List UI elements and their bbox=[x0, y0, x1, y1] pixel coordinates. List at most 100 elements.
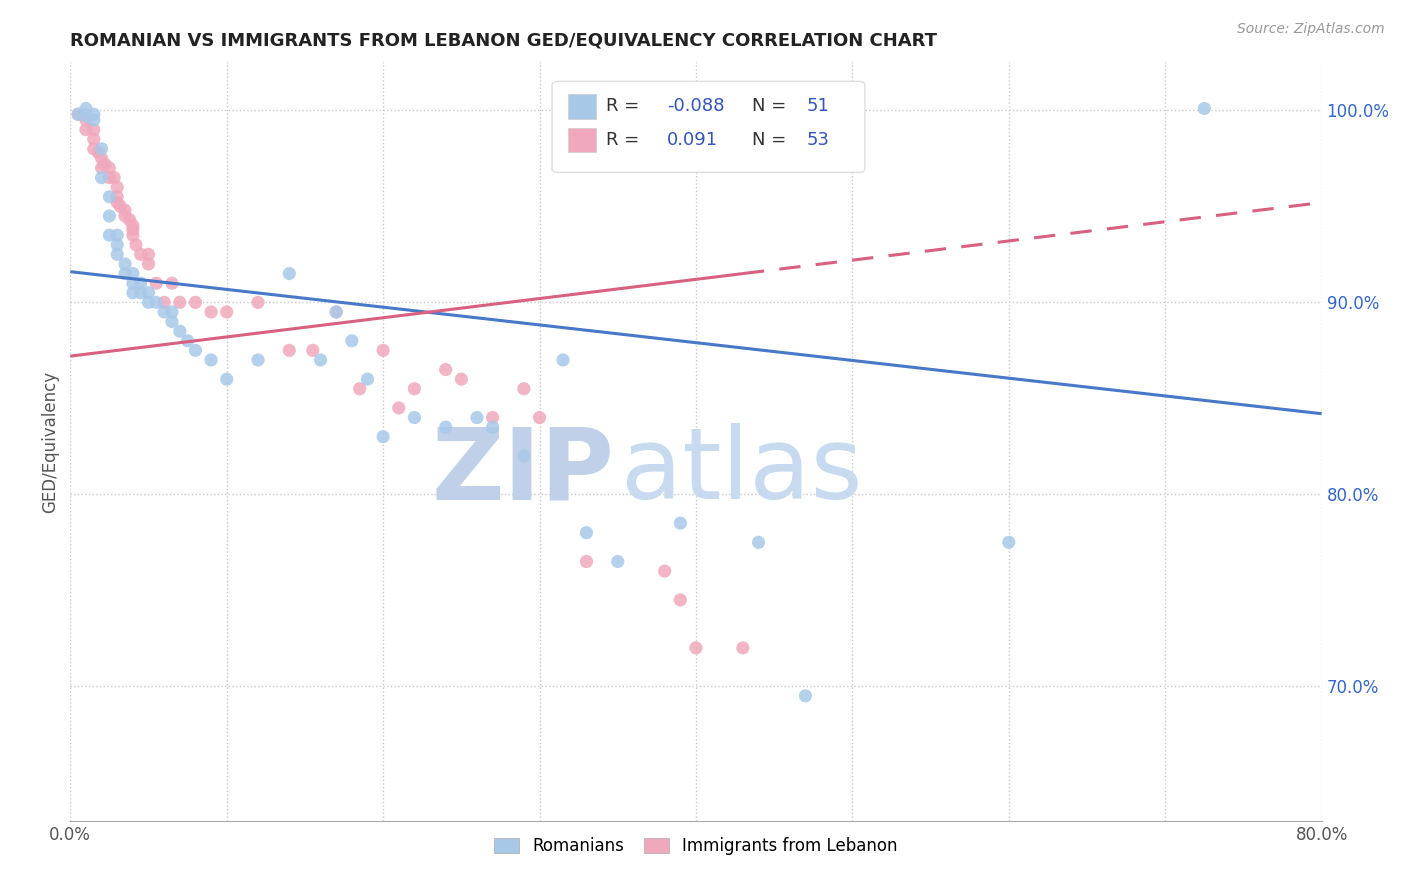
FancyBboxPatch shape bbox=[553, 81, 865, 172]
Point bbox=[98, 228, 121, 243]
Point bbox=[125, 237, 148, 252]
Point bbox=[669, 593, 692, 607]
Point bbox=[114, 203, 136, 218]
Point bbox=[551, 353, 574, 368]
Point bbox=[278, 267, 301, 281]
Point bbox=[83, 107, 105, 121]
Point bbox=[325, 305, 347, 319]
Text: 0.091: 0.091 bbox=[668, 131, 718, 149]
Text: -0.088: -0.088 bbox=[668, 97, 724, 115]
Point bbox=[388, 401, 411, 415]
Point bbox=[278, 343, 301, 358]
Text: atlas: atlas bbox=[621, 424, 862, 520]
Point bbox=[121, 228, 145, 243]
Text: 51: 51 bbox=[806, 97, 830, 115]
Point bbox=[1194, 102, 1216, 116]
Point bbox=[98, 170, 121, 185]
Point bbox=[200, 305, 222, 319]
Text: N =: N = bbox=[752, 97, 792, 115]
Point bbox=[748, 535, 770, 549]
Point bbox=[340, 334, 363, 348]
Point bbox=[513, 382, 536, 396]
Point bbox=[114, 267, 136, 281]
Point bbox=[184, 295, 207, 310]
Point bbox=[105, 190, 128, 204]
Point bbox=[513, 449, 536, 463]
Point bbox=[90, 152, 112, 166]
Point bbox=[105, 237, 128, 252]
Point bbox=[309, 353, 332, 368]
Point bbox=[371, 343, 394, 358]
Point bbox=[153, 295, 176, 310]
Point bbox=[247, 295, 270, 310]
Legend: Romanians, Immigrants from Lebanon: Romanians, Immigrants from Lebanon bbox=[488, 830, 904, 862]
Point bbox=[121, 219, 145, 233]
Point bbox=[129, 247, 152, 261]
Point bbox=[83, 142, 105, 156]
Point bbox=[121, 285, 145, 300]
Point bbox=[404, 382, 426, 396]
Point bbox=[731, 640, 754, 655]
Point bbox=[105, 247, 128, 261]
Point bbox=[200, 353, 222, 368]
Point bbox=[215, 372, 238, 386]
Point bbox=[481, 410, 503, 425]
Point bbox=[83, 132, 105, 146]
Point bbox=[75, 122, 97, 136]
Point bbox=[103, 170, 125, 185]
Point bbox=[114, 257, 136, 271]
Point bbox=[160, 276, 183, 290]
Point bbox=[450, 372, 472, 386]
Point bbox=[465, 410, 488, 425]
Text: R =: R = bbox=[606, 131, 645, 149]
Point bbox=[654, 564, 676, 578]
Point bbox=[481, 420, 503, 434]
Point bbox=[794, 689, 817, 703]
Point bbox=[138, 247, 160, 261]
Point bbox=[349, 382, 371, 396]
FancyBboxPatch shape bbox=[568, 128, 596, 152]
Text: ZIP: ZIP bbox=[432, 424, 614, 520]
Point bbox=[90, 161, 112, 175]
Point bbox=[169, 324, 191, 338]
Point bbox=[105, 180, 128, 194]
Point bbox=[90, 142, 112, 156]
Point bbox=[138, 257, 160, 271]
Point bbox=[606, 554, 628, 568]
Point bbox=[145, 276, 167, 290]
Point bbox=[145, 295, 167, 310]
Point bbox=[685, 640, 707, 655]
Point bbox=[356, 372, 378, 386]
Point bbox=[371, 430, 394, 444]
Y-axis label: GED/Equivalency: GED/Equivalency bbox=[41, 370, 59, 513]
Point bbox=[160, 305, 183, 319]
FancyBboxPatch shape bbox=[568, 95, 596, 119]
Point bbox=[160, 315, 183, 329]
Point bbox=[121, 267, 145, 281]
Point bbox=[169, 295, 191, 310]
Text: N =: N = bbox=[752, 131, 792, 149]
Point bbox=[176, 334, 198, 348]
Point bbox=[105, 195, 128, 210]
Text: Source: ZipAtlas.com: Source: ZipAtlas.com bbox=[1237, 22, 1385, 37]
Text: ROMANIAN VS IMMIGRANTS FROM LEBANON GED/EQUIVALENCY CORRELATION CHART: ROMANIAN VS IMMIGRANTS FROM LEBANON GED/… bbox=[70, 32, 938, 50]
Point bbox=[110, 199, 132, 213]
Point bbox=[129, 276, 152, 290]
Point bbox=[404, 410, 426, 425]
Text: 53: 53 bbox=[806, 131, 830, 149]
Point bbox=[114, 209, 136, 223]
Point bbox=[83, 122, 105, 136]
Point bbox=[247, 353, 270, 368]
Point bbox=[75, 113, 97, 128]
Point bbox=[90, 170, 112, 185]
Point bbox=[575, 525, 598, 540]
Point bbox=[575, 554, 598, 568]
Point bbox=[98, 190, 121, 204]
Point bbox=[87, 145, 110, 160]
Point bbox=[669, 516, 692, 530]
Point bbox=[98, 161, 121, 175]
Point bbox=[184, 343, 207, 358]
Point bbox=[129, 285, 152, 300]
Text: R =: R = bbox=[606, 97, 645, 115]
Point bbox=[121, 276, 145, 290]
